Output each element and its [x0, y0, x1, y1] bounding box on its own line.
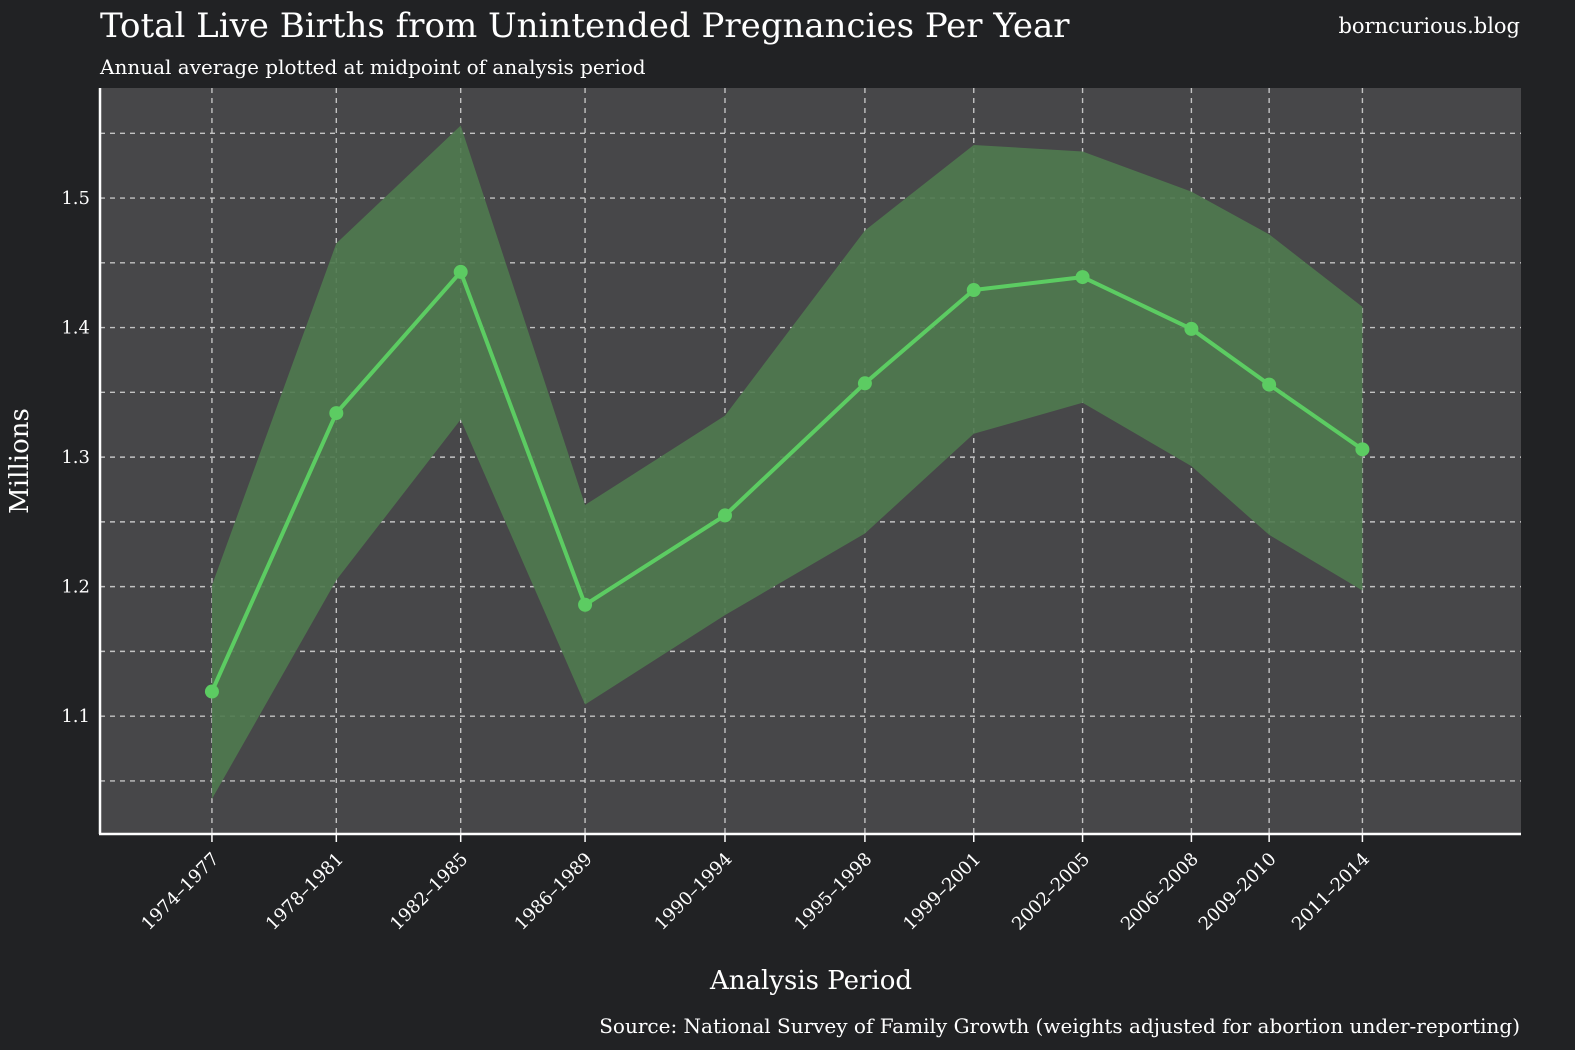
confidence-band	[211, 125, 1363, 800]
data-point-10[interactable]	[1355, 442, 1370, 457]
data-point-1[interactable]	[329, 406, 344, 421]
chart-subtitle: Annual average plotted at midpoint of an…	[99, 55, 646, 79]
data-point-3[interactable]	[578, 597, 593, 612]
x-tick-label-6: 1999–2001	[899, 849, 985, 935]
x-tick-label-3: 1986–1989	[511, 849, 597, 935]
y-tick-label-4: 1.5	[61, 188, 90, 209]
x-tick-label-1: 1978–1981	[262, 849, 348, 935]
x-axis-title: Analysis Period	[709, 966, 912, 996]
data-point-0[interactable]	[204, 684, 219, 699]
brand-label: borncurious.blog	[1338, 14, 1520, 38]
y-tick-label-1: 1.2	[61, 577, 90, 598]
data-point-4[interactable]	[717, 508, 732, 523]
data-point-5[interactable]	[857, 376, 872, 391]
data-point-7[interactable]	[1075, 270, 1090, 285]
data-point-6[interactable]	[966, 283, 981, 298]
y-tick-label-0: 1.1	[61, 706, 90, 727]
x-tick-label-7: 2002–2005	[1008, 849, 1094, 935]
x-tick-label-9: 2009–2010	[1195, 849, 1281, 935]
data-point-9[interactable]	[1262, 377, 1277, 392]
data-point-2[interactable]	[453, 264, 468, 279]
x-tick-label-2: 1982–1985	[386, 849, 472, 935]
x-tick-label-5: 1995–1998	[790, 849, 876, 935]
x-tick-label-4: 1990–1994	[651, 849, 737, 935]
data-points	[204, 264, 1370, 699]
y-axis-title: Millions	[5, 408, 35, 514]
chart-title: Total Live Births from Unintended Pregna…	[100, 6, 1070, 46]
x-tick-label-0: 1974–1977	[137, 849, 223, 935]
x-tick-labels: 1974–1977 1978–1981 1982–1985 1986–1989 1990…	[137, 834, 1374, 935]
source-note: Source: National Survey of Family Growth…	[599, 1014, 1520, 1038]
data-point-8[interactable]	[1184, 321, 1199, 336]
confidence-band-layer	[211, 125, 1363, 800]
x-tick-label-10: 2011–2014	[1288, 849, 1374, 935]
y-tick-labels: 1.1 1.2 1.3 1.4 1.5	[61, 188, 90, 727]
x-tick-label-8: 2006–2008	[1117, 849, 1203, 935]
y-tick-label-3: 1.4	[61, 318, 90, 339]
y-tick-label-2: 1.3	[61, 447, 90, 468]
